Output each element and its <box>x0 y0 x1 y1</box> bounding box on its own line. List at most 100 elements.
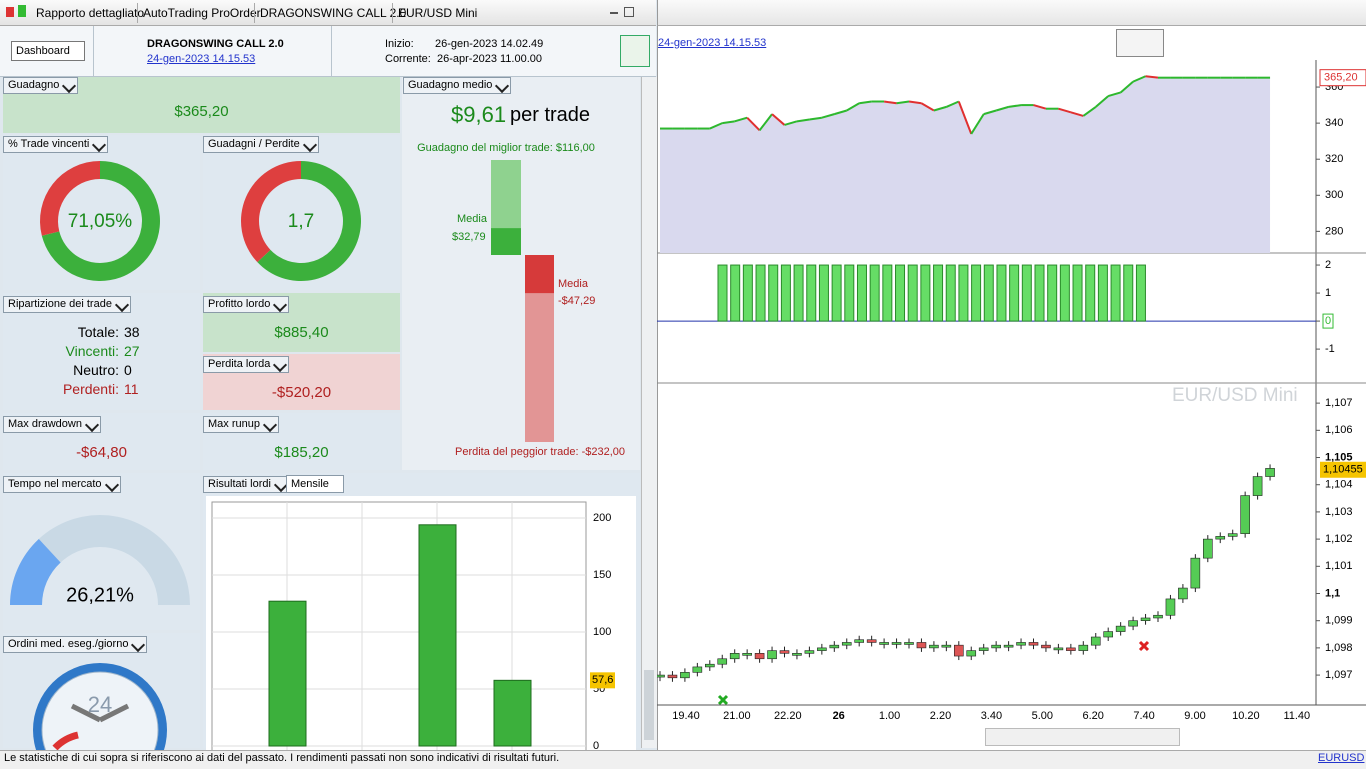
chart-scrollbar[interactable] <box>985 728 1180 746</box>
equity-segment <box>859 100 872 105</box>
bar <box>1085 264 1096 322</box>
bar <box>780 264 791 322</box>
last-value: 365,20 <box>1324 72 1358 84</box>
tab[interactable]: DRAGONSWING CALL 2.0 <box>260 6 407 20</box>
bar <box>1021 264 1032 322</box>
worst-trade: Perdita del peggior trade: -$232,00 <box>455 446 626 458</box>
bar <box>856 264 867 322</box>
clock-arc <box>52 731 79 750</box>
scroll-thumb[interactable] <box>644 670 654 740</box>
bar <box>1123 264 1134 322</box>
y-tick-label: 320 <box>1325 153 1343 165</box>
candle <box>729 653 740 660</box>
equity-segment <box>821 113 835 119</box>
bar <box>717 264 728 322</box>
x-tick-label: 10.20 <box>1232 710 1260 722</box>
x-tick-label: 9.00 <box>1184 710 1205 722</box>
candle <box>854 639 864 643</box>
candle <box>680 672 690 679</box>
last-value-box <box>1322 313 1334 329</box>
scrollbar[interactable] <box>641 77 657 748</box>
minimize[interactable] <box>610 12 618 14</box>
equity-segment <box>983 109 997 116</box>
y-tick-label: 1,104 <box>1325 479 1353 491</box>
max-runup: $185,20 <box>274 444 329 461</box>
candle <box>704 663 715 668</box>
equity-segment <box>995 105 1009 112</box>
start-date: 26-gen-2023 14.02.49 <box>435 38 544 50</box>
y-tick-label: 1 <box>1325 287 1331 299</box>
candle <box>879 642 889 645</box>
candle <box>1003 644 1014 648</box>
candle <box>742 653 752 656</box>
avg-loss: -$47,29 <box>558 295 596 307</box>
gross-loss: -$520,20 <box>271 384 332 401</box>
toolbar-icon[interactable] <box>1116 29 1164 57</box>
y-tick-label: 1,1 <box>1325 587 1340 599</box>
candle <box>1078 644 1089 651</box>
bar <box>920 264 931 322</box>
candle <box>779 650 790 654</box>
x-tick-label: 6.20 <box>1082 710 1103 722</box>
tab[interactable]: Rapporto dettagliato <box>36 6 145 20</box>
donut-label: 1,7 <box>288 211 314 232</box>
bar <box>945 264 956 322</box>
gauge-label: 26,21% <box>66 584 134 606</box>
tab[interactable]: AutoTrading ProOrder <box>143 6 261 20</box>
equity-segment <box>970 113 985 135</box>
report-icon[interactable] <box>620 35 650 67</box>
separator <box>93 26 94 76</box>
donut-label: 71,05% <box>68 211 133 232</box>
bar <box>971 264 982 322</box>
maximize[interactable] <box>624 7 634 17</box>
dashboard-button[interactable]: Dashboard <box>11 41 85 61</box>
candle <box>1227 533 1238 537</box>
equity-segment <box>1058 107 1072 114</box>
candle <box>866 639 877 643</box>
tab-bar <box>0 0 656 26</box>
period-select[interactable]: Mensile <box>286 475 344 493</box>
y-tick-label: 1,107 <box>1325 397 1353 409</box>
bar <box>1110 264 1121 322</box>
header <box>0 26 656 77</box>
row-value: 27 <box>124 343 140 359</box>
buy-marker <box>717 694 729 706</box>
tab[interactable]: EUR/USD Mini <box>398 6 478 20</box>
system-name: DRAGONSWING CALL 2.0 <box>147 38 284 50</box>
bar <box>418 524 457 747</box>
system-date[interactable]: 24-gen-2023 14.15.53 <box>147 53 256 65</box>
average-unit: per trade <box>510 104 591 126</box>
app-icon <box>18 5 26 17</box>
bar <box>983 264 994 322</box>
bar <box>895 264 906 322</box>
value-marker <box>590 672 615 689</box>
instrument-watermark: EUR/USD Mini <box>1172 385 1298 406</box>
bar <box>755 264 766 322</box>
donut-win <box>257 161 362 281</box>
donut-loss <box>241 161 301 263</box>
bar <box>958 264 969 322</box>
bar <box>1059 264 1070 322</box>
equity-segment <box>1145 75 1159 79</box>
chart-date[interactable]: 24-gen-2023 14.15.53 <box>658 37 767 49</box>
bar <box>818 264 829 322</box>
equity-segment <box>846 102 860 112</box>
separator <box>392 3 393 23</box>
panel-label: Max drawdown <box>3 416 101 433</box>
avg-win-bar <box>491 228 521 255</box>
candle <box>657 674 665 678</box>
row-value: 38 <box>124 324 140 340</box>
mean-label: Media <box>457 213 487 225</box>
equity-segment <box>957 101 973 135</box>
sell-marker <box>1138 640 1150 652</box>
row-value: 11 <box>124 381 139 397</box>
bar <box>1097 264 1108 322</box>
candle <box>829 644 840 649</box>
last-price: 1,10455 <box>1323 464 1363 476</box>
y-tick-label: 1,106 <box>1325 424 1353 436</box>
bar <box>493 679 532 747</box>
bar <box>844 264 855 322</box>
panel-label: Profitto lordo <box>203 296 290 313</box>
candle <box>953 644 964 657</box>
symbol-link[interactable]: EURUSD <box>1318 752 1365 764</box>
